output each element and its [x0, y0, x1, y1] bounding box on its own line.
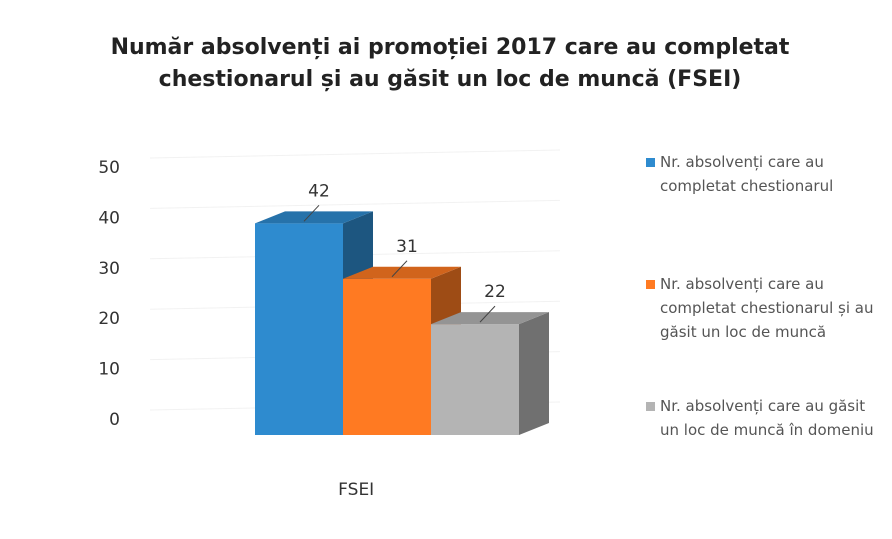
data-label: 42	[308, 181, 330, 201]
leader-line	[303, 204, 320, 222]
y-tick-label: 40	[98, 208, 120, 228]
bar-top	[255, 211, 373, 224]
data-label: 31	[396, 237, 418, 257]
x-tick-label: FSEI	[338, 480, 374, 500]
y-tick-label: 50	[98, 158, 120, 178]
legend-label: Nr. absolvenți care au completat chestio…	[660, 275, 874, 341]
data-label: 22	[484, 282, 506, 302]
y-tick-label: 20	[98, 309, 120, 329]
bar	[255, 223, 343, 435]
bar-side	[519, 312, 549, 435]
y-tick-label: 0	[109, 410, 120, 430]
leader-line	[479, 305, 496, 323]
grid-line	[149, 149, 561, 159]
legend-entry: Nr. absolvenți care au completat chestio…	[646, 272, 885, 344]
legend-label: Nr. absolvenți care au găsit un loc de m…	[660, 397, 874, 439]
legend-swatch	[646, 158, 655, 167]
grid-line	[149, 199, 561, 209]
bar-top	[343, 266, 461, 279]
bar	[343, 278, 431, 435]
legend-swatch	[646, 280, 655, 289]
bar	[431, 324, 519, 435]
legend-entry: Nr. absolvenți care au găsit un loc de m…	[646, 394, 885, 442]
legend-label: Nr. absolvenți care au completat chestio…	[660, 153, 834, 195]
y-tick-label: 30	[98, 259, 120, 279]
y-tick-label: 10	[98, 360, 120, 380]
legend-entry: Nr. absolvenți care au completat chestio…	[646, 150, 885, 198]
legend-swatch	[646, 402, 655, 411]
chart-title: Număr absolvenți ai promoției 2017 care …	[110, 35, 790, 92]
bar-top	[431, 312, 549, 325]
leader-line	[391, 260, 408, 278]
